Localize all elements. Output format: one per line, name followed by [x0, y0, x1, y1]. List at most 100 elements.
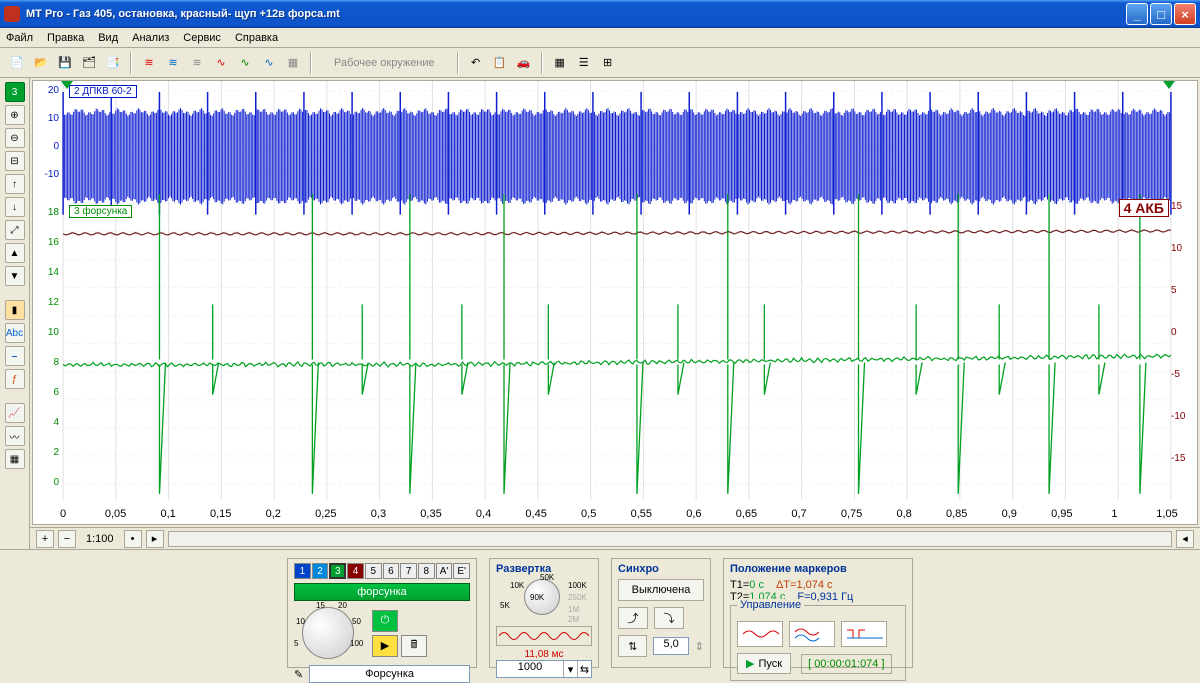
- undo-icon[interactable]: ↶: [465, 52, 487, 74]
- menu-help[interactable]: Справка: [235, 32, 278, 44]
- channel-4-label[interactable]: 4 АКБ: [1119, 199, 1169, 217]
- wave3-icon[interactable]: ≋: [186, 52, 208, 74]
- save-all-icon[interactable]: 🗂: [78, 52, 100, 74]
- period-value: 11,08 мс: [496, 649, 592, 660]
- oscilloscope-chart[interactable]: 2 ДПКВ 60-2 3 форсунка 4 АКБ 20100-10181…: [32, 80, 1198, 525]
- table-icon[interactable]: ▦: [549, 52, 571, 74]
- probe-select[interactable]: Форсунка: [309, 665, 470, 683]
- tool-grid-button[interactable]: ▦: [5, 449, 25, 469]
- paste-icon[interactable]: 📋: [489, 52, 511, 74]
- new-icon[interactable]: 📄: [6, 52, 28, 74]
- wave4-icon[interactable]: ∿: [210, 52, 232, 74]
- channel-tab-5[interactable]: 5: [365, 563, 382, 579]
- tool-marker-button[interactable]: ▮: [5, 300, 25, 320]
- tool-wave-button[interactable]: 〰: [5, 426, 25, 446]
- channel-tab-7[interactable]: 7: [400, 563, 417, 579]
- maximize-button[interactable]: □: [1150, 3, 1172, 25]
- calc-button[interactable]: 🖩: [401, 635, 427, 657]
- power-button[interactable]: ⏻: [372, 610, 398, 632]
- wave5-icon[interactable]: ∿: [234, 52, 256, 74]
- shift-up-button[interactable]: ▲: [5, 243, 25, 263]
- channel-3-indicator[interactable]: 3: [5, 82, 25, 102]
- zoom-bar: + − 1:100 • ▸ ◂: [30, 527, 1200, 549]
- zoom-out-button[interactable]: ⊖: [5, 128, 25, 148]
- markers-panel: Положение маркеров T1=0 c ΔT=1,074 c T2=…: [723, 558, 913, 668]
- zoom-plus-button[interactable]: +: [36, 530, 54, 548]
- y-axis-right: 151050-5-10-15: [1169, 81, 1195, 504]
- channel-tab-E'[interactable]: E': [453, 563, 470, 579]
- y-axis-left: 20100-10181614121086420: [35, 81, 61, 504]
- zoom-in-button[interactable]: ⊕: [5, 105, 25, 125]
- channel-tab-A'[interactable]: A': [436, 563, 453, 579]
- menu-service[interactable]: Сервис: [183, 32, 221, 44]
- open-icon[interactable]: 📂: [30, 52, 52, 74]
- markers-title: Положение маркеров: [730, 563, 906, 575]
- zoom-minus-button[interactable]: −: [58, 530, 76, 548]
- close-button[interactable]: ×: [1174, 3, 1196, 25]
- start-button[interactable]: ▶Пуск: [737, 653, 791, 674]
- window-title: MT Pro - Газ 405, остановка, красный- щу…: [26, 8, 1126, 20]
- control-panel: 12345678A'E' форсунка 5 10 15 20 50 100 …: [0, 549, 1200, 675]
- grid-icon[interactable]: ⊞: [597, 52, 619, 74]
- tool-freq-button[interactable]: ƒ: [5, 369, 25, 389]
- wave1-icon[interactable]: ≋: [138, 52, 160, 74]
- move-down-button[interactable]: ↓: [5, 197, 25, 217]
- channel-tab-6[interactable]: 6: [383, 563, 400, 579]
- channel-tab-3[interactable]: 3: [329, 563, 346, 579]
- edge-rise-button[interactable]: ⤴: [618, 607, 648, 629]
- list-icon[interactable]: ☰: [573, 52, 595, 74]
- zoom-point-button[interactable]: •: [124, 530, 142, 548]
- rate-spinbox[interactable]: 1000▾⇆: [496, 660, 592, 678]
- gain-dial[interactable]: [302, 607, 354, 659]
- workspace-label: Рабочее окружение: [334, 57, 435, 69]
- save-icon[interactable]: 💾: [54, 52, 76, 74]
- left-toolbar: 3 ⊕ ⊖ ⊟ ↑ ↓ ⤢ ▲ ▼ ▮ Abc ⎯ ƒ 📈 〰 ▦: [0, 78, 30, 549]
- car-icon[interactable]: 🚗: [513, 52, 535, 74]
- view-mode-2[interactable]: [789, 621, 835, 647]
- channel-tab-1[interactable]: 1: [294, 563, 311, 579]
- menu-file[interactable]: Файл: [6, 32, 33, 44]
- sinhro-title: Синхро: [618, 563, 704, 575]
- zoom-ratio: 1:100: [80, 533, 120, 545]
- wave2-icon[interactable]: ≋: [162, 52, 184, 74]
- channel-3-label[interactable]: 3 форсунка: [69, 205, 132, 218]
- menu-view[interactable]: Вид: [98, 32, 118, 44]
- channel-name: форсунка: [294, 583, 470, 601]
- wave7-icon[interactable]: ▦: [282, 52, 304, 74]
- collapse-button[interactable]: ⊟: [5, 151, 25, 171]
- menu-analyze[interactable]: Анализ: [132, 32, 169, 44]
- level-value[interactable]: 5,0: [653, 637, 688, 655]
- wave6-icon[interactable]: ∿: [258, 52, 280, 74]
- view-mode-1[interactable]: [737, 621, 783, 647]
- channel-tab-8[interactable]: 8: [418, 563, 435, 579]
- tool-line-button[interactable]: ⎯: [5, 346, 25, 366]
- menu-edit[interactable]: Правка: [47, 32, 84, 44]
- app-icon: [4, 6, 20, 22]
- shift-down-button[interactable]: ▼: [5, 266, 25, 286]
- title-bar: MT Pro - Газ 405, остановка, красный- щу…: [0, 0, 1200, 28]
- channel-2-label[interactable]: 2 ДПКВ 60-2: [69, 85, 137, 98]
- control-group-title: Управление: [737, 599, 804, 611]
- minimize-button[interactable]: _: [1126, 3, 1148, 25]
- play-button[interactable]: ▶: [372, 635, 398, 657]
- fit-button[interactable]: ⤢: [5, 220, 25, 240]
- scroll-left-button[interactable]: ◂: [1176, 530, 1194, 548]
- channel-panel: 12345678A'E' форсунка 5 10 15 20 50 100 …: [287, 558, 477, 668]
- period-display: [496, 626, 592, 646]
- tool-chart-button[interactable]: 📈: [5, 403, 25, 423]
- edge-fall-button[interactable]: ⤵: [654, 607, 684, 629]
- tool-text-button[interactable]: Abc: [5, 323, 25, 343]
- razvertka-panel: Развертка 5K 10K 50K 90K 100K 250K 1M 2M…: [489, 558, 599, 668]
- elapsed-time: [ 00:00:01:074 ]: [801, 654, 891, 674]
- move-up-button[interactable]: ↑: [5, 174, 25, 194]
- main-toolbar: 📄 📂 💾 🗂 📑 ≋ ≋ ≋ ∿ ∿ ∿ ▦ Рабочее окружени…: [0, 48, 1200, 78]
- level-button[interactable]: ⇅: [618, 635, 647, 657]
- sinhro-off[interactable]: Выключена: [618, 579, 704, 601]
- channel-tab-4[interactable]: 4: [347, 563, 364, 579]
- channel-tab-2[interactable]: 2: [312, 563, 329, 579]
- zoom-next-button[interactable]: ▸: [146, 530, 164, 548]
- view-mode-3[interactable]: [841, 621, 887, 647]
- catalog-icon[interactable]: 📑: [102, 52, 124, 74]
- horizontal-scrollbar[interactable]: [168, 531, 1172, 547]
- marker-t1[interactable]: [61, 81, 73, 89]
